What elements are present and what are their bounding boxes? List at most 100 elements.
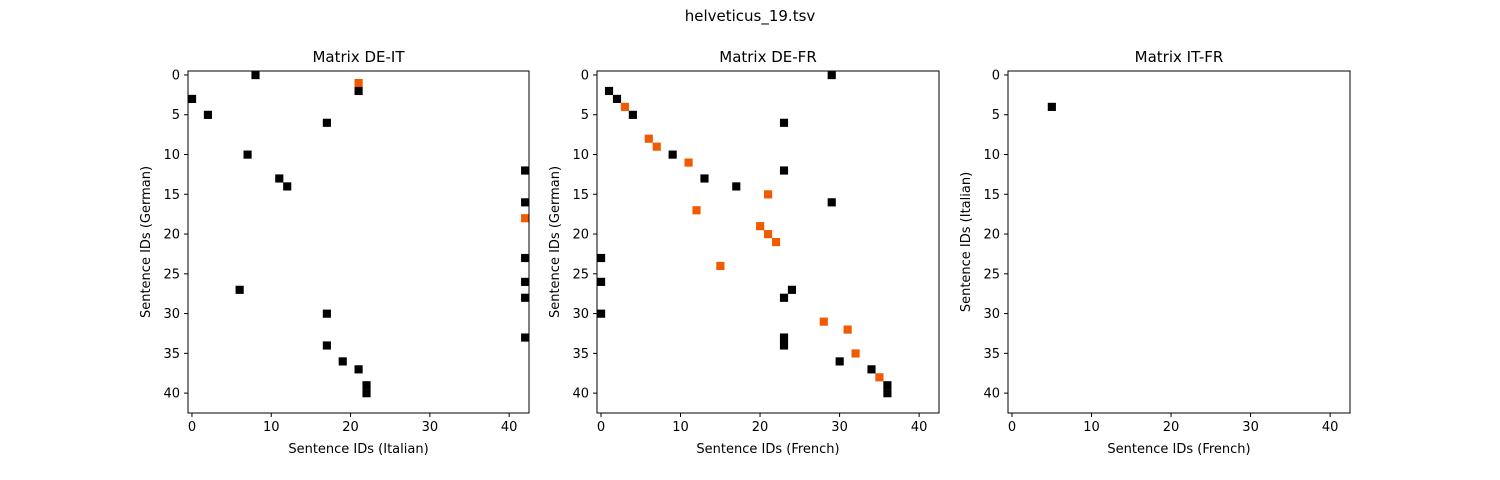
cell (612, 94, 622, 104)
y-tick-label: 20 (983, 228, 1000, 243)
y-tick-label: 20 (163, 228, 180, 243)
x-tick-label: 30 (831, 420, 848, 435)
y-tick-label: 25 (163, 267, 180, 282)
x-tick-label: 40 (501, 420, 518, 435)
cell (235, 285, 244, 294)
x-tick-label: 0 (1008, 420, 1016, 435)
cell (203, 110, 212, 119)
cell (597, 253, 606, 263)
y-axis-label: Sentence IDs (German) (139, 166, 154, 318)
plot-2: 0 10 20 30 40 0 5 10 15 20 25 30 35 40 Matrix DE-FR Sen… (548, 48, 940, 457)
cell (883, 389, 892, 398)
chart-title: Matrix IT-FR (1135, 48, 1224, 66)
y-tick-label: 15 (983, 188, 1000, 203)
y-tick-label: 5 (581, 108, 589, 123)
y-tick-label: 10 (163, 148, 180, 163)
cell (692, 206, 701, 215)
y-tick-label: 10 (983, 148, 1000, 163)
y-tick-label: 10 (572, 148, 589, 163)
cell (275, 174, 284, 183)
plot-frame (187, 70, 530, 414)
cell (883, 381, 892, 390)
cell (827, 198, 836, 207)
y-tick-label: 30 (983, 307, 1000, 322)
cell (1047, 102, 1056, 111)
y-tick-label: 35 (983, 347, 1000, 362)
cell (521, 214, 530, 223)
x-axis-label: Sentence IDs (French) (1107, 442, 1250, 457)
cell (521, 333, 530, 342)
y-tick-label: 15 (163, 188, 180, 203)
x-tick-label: 30 (422, 420, 439, 435)
cell (354, 365, 363, 374)
y-tick-label: 35 (163, 347, 180, 362)
x-tick-label: 10 (672, 420, 689, 435)
y-tick-label: 30 (572, 307, 589, 322)
cell (283, 182, 292, 191)
cell (835, 357, 844, 366)
x-tick-label: 0 (188, 420, 196, 435)
cell (251, 71, 260, 80)
chart-title: Matrix DE-FR (719, 48, 817, 66)
y-tick-label: 40 (983, 387, 1000, 402)
y-tick-label: 25 (983, 267, 1000, 282)
plot-frame (1007, 70, 1351, 414)
cell (867, 365, 876, 374)
cell (362, 389, 371, 398)
cell (764, 190, 773, 199)
cell (851, 349, 860, 358)
x-tick-label: 40 (1322, 420, 1339, 435)
cell (338, 357, 347, 366)
cell (668, 150, 677, 159)
plot-frame (596, 70, 940, 414)
plot-background (188, 71, 529, 413)
plot-1: 0 10 20 30 40 0 5 10 15 20 25 30 35 40 Matrix DE-IT Sen… (139, 48, 530, 457)
plot-3: 0 10 20 30 40 0 5 10 15 20 25 30 35 40 Matrix IT-FR Sen… (959, 48, 1351, 457)
x-tick-label: 20 (1163, 420, 1180, 435)
cell (604, 86, 614, 96)
plots: 0 10 20 30 40 0 5 10 15 20 25 30 35 40 Matrix DE-IT Sen… (139, 48, 1351, 457)
cell (779, 333, 789, 342)
x-axis-label: Sentence IDs (French) (696, 442, 839, 457)
y-tick-label: 5 (992, 108, 1000, 123)
cell (716, 261, 725, 271)
x-tick-label: 20 (342, 420, 359, 435)
cell (521, 277, 530, 286)
cell (597, 309, 606, 318)
cell (521, 293, 530, 302)
y-tick-label: 15 (572, 188, 589, 203)
y-tick-label: 25 (572, 267, 589, 282)
cell (779, 293, 789, 302)
y-tick-label: 40 (572, 387, 589, 402)
cell (652, 142, 661, 151)
cell (322, 309, 331, 318)
cell (732, 182, 741, 191)
cell (843, 325, 852, 334)
cell (188, 94, 197, 104)
y-tick-label: 30 (163, 307, 180, 322)
y-axis-label: Sentence IDs (Italian) (959, 172, 974, 312)
plot-background (1008, 71, 1350, 413)
cell (521, 253, 530, 263)
y-tick-label: 35 (572, 347, 589, 362)
x-tick-label: 20 (752, 420, 769, 435)
cell (521, 198, 530, 207)
cell (243, 150, 252, 159)
cell (322, 118, 331, 127)
cell (875, 373, 884, 382)
cell (521, 166, 530, 175)
cell (819, 317, 828, 326)
cell (322, 341, 331, 350)
cell (644, 134, 653, 143)
x-axis-label: Sentence IDs (Italian) (288, 442, 428, 457)
y-tick-label: 0 (172, 68, 180, 83)
cell (597, 277, 606, 286)
cell (779, 118, 789, 127)
cell (700, 174, 709, 183)
y-tick-label: 5 (172, 108, 180, 123)
y-tick-label: 0 (581, 68, 589, 83)
y-tick-label: 20 (572, 228, 589, 243)
figure-title: helveticus_19.tsv (685, 7, 816, 26)
cell (779, 341, 789, 350)
cell (827, 71, 836, 80)
